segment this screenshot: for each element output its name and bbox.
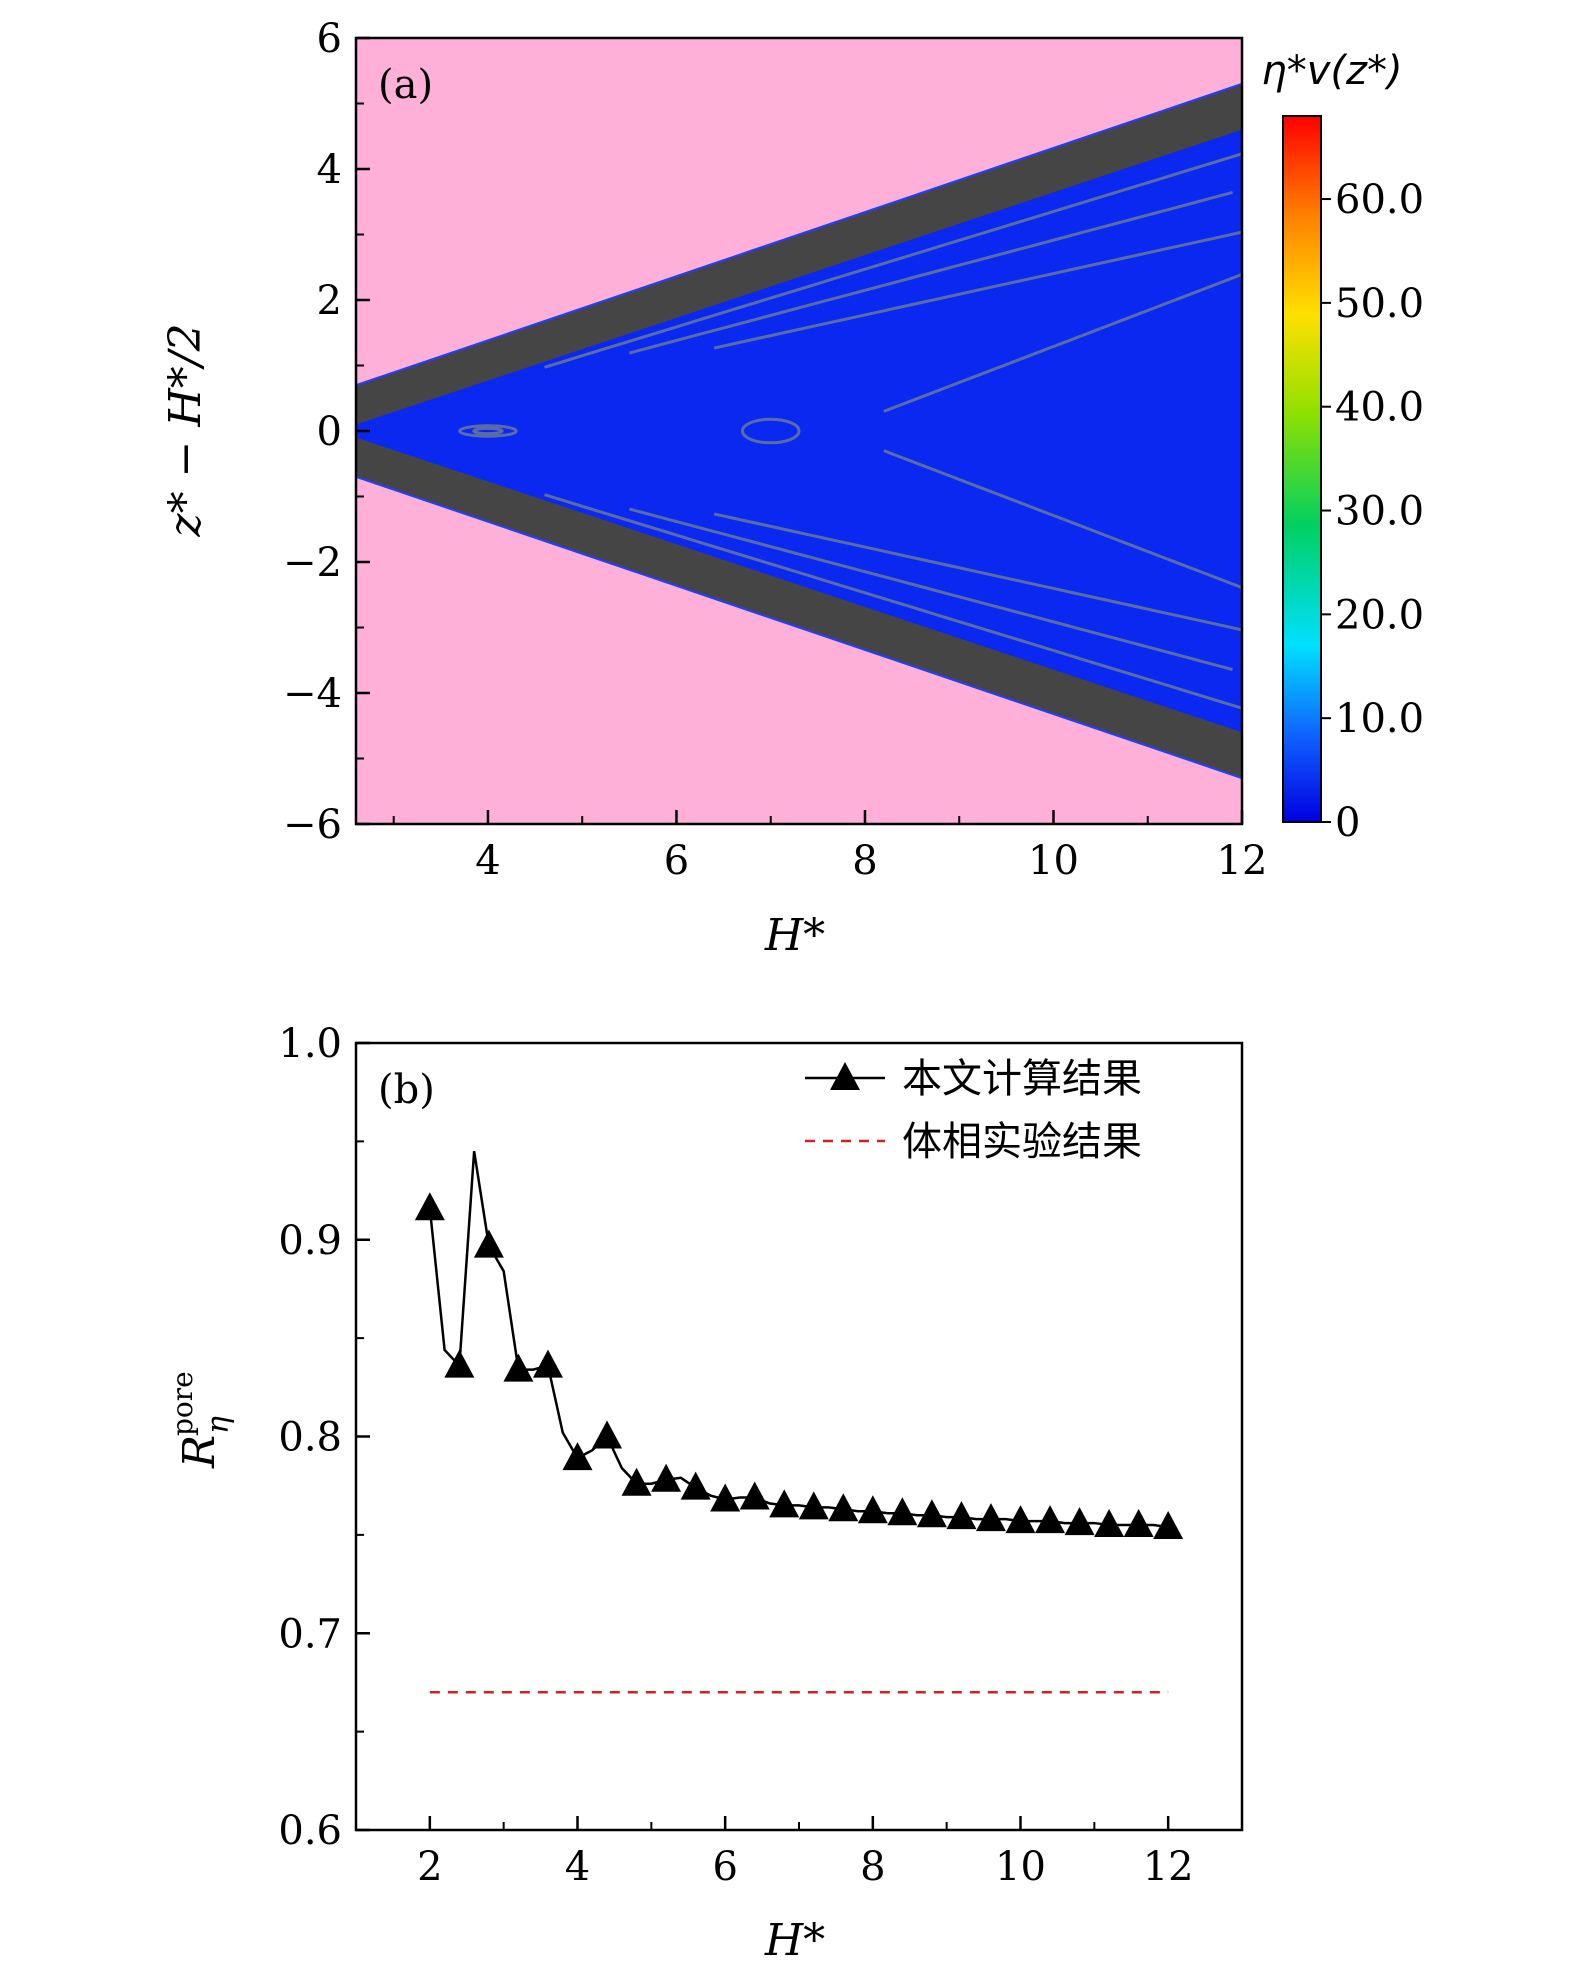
panel-b-y-axis-label: R η pore	[166, 1371, 236, 1469]
data-point-marker	[828, 1493, 859, 1522]
colorbar-tick-label: 20.0	[1335, 592, 1424, 638]
data-point-marker	[946, 1501, 977, 1530]
data-point-marker	[769, 1489, 800, 1518]
panel-b-line-chart: 2 4 6 8 10 12 0.6 0.7 0.8 0.9 1.0 (b) H* R η pore…	[166, 1021, 1244, 1966]
data-point-marker	[739, 1481, 770, 1510]
data-point-marker	[710, 1483, 741, 1512]
data-point-marker	[680, 1471, 711, 1500]
contour-loop	[472, 426, 504, 436]
data-point-marker	[621, 1467, 652, 1496]
x-tick-label: 4	[475, 838, 500, 884]
y-tick-label: 0.6	[278, 1808, 342, 1854]
data-point-marker	[532, 1349, 563, 1378]
data-point-marker	[1123, 1509, 1154, 1538]
x-tick-label: 10	[995, 1844, 1046, 1890]
data-point-marker	[1153, 1511, 1184, 1540]
colorbar-ticks: 0 10.0 20.0 30.0 40.0 50.0 60.0	[1321, 177, 1424, 846]
colorbar-tick-label: 50.0	[1335, 281, 1424, 327]
contour-line	[544, 493, 1242, 710]
x-tick-label: 8	[852, 838, 877, 884]
data-point-marker	[857, 1495, 888, 1524]
contour-loop	[458, 424, 518, 438]
y-tick-label: 0.9	[278, 1218, 342, 1264]
y-tick-label: −4	[283, 671, 342, 717]
data-point-marker	[562, 1442, 593, 1471]
x-tick-label: 4	[565, 1844, 590, 1890]
data-point-marker	[887, 1497, 918, 1526]
contour-line	[883, 449, 1242, 589]
panel-b-frame	[354, 1041, 1244, 1832]
panel-b-y-ticks: 0.6 0.7 0.8 0.9 1.0	[278, 1021, 370, 1854]
y-tick-label: 0	[317, 409, 342, 455]
y-tick-label: 2	[317, 278, 342, 324]
y-tick-label: −2	[283, 540, 342, 586]
panel-a-heatmap: 4 6 8 10 12 6 4 2 0 −2 −4 −6 (a) H* z* − H*/2 η*v(…	[160, 16, 1424, 961]
colorbar-tick-label: 0	[1335, 800, 1360, 846]
heatmap-field	[356, 38, 1242, 824]
y-tick-label: 1.0	[278, 1021, 342, 1067]
x-tick-label: 10	[1028, 838, 1079, 884]
panel-a-x-axis-label: H*	[764, 910, 825, 961]
data-point-marker	[444, 1349, 475, 1378]
legend-label-bulk: 体相实验结果	[902, 1119, 1142, 1165]
panel-b-x-ticks: 2 4 6 8 10 12	[355, 1816, 1243, 1890]
contour-line	[883, 273, 1242, 413]
legend-label-calculated: 本文计算结果	[902, 1056, 1142, 1102]
data-point-marker	[1035, 1505, 1066, 1534]
data-point-marker	[1005, 1505, 1036, 1534]
x-tick-label: 2	[417, 1844, 442, 1890]
legend: 本文计算结果 体相实验结果	[805, 1056, 1142, 1165]
data-point-marker	[1094, 1509, 1125, 1538]
data-point-marker	[473, 1229, 504, 1258]
data-point-marker	[651, 1463, 682, 1492]
data-point-marker	[798, 1491, 829, 1520]
contour-line	[628, 507, 1233, 671]
x-tick-label: 12	[1143, 1844, 1194, 1890]
data-point-marker	[916, 1499, 947, 1528]
y-tick-label: 0.8	[278, 1415, 342, 1461]
colorbar	[1282, 115, 1322, 823]
contour-line	[544, 152, 1242, 369]
contour-line	[628, 191, 1233, 355]
y-label-sup: pore	[166, 1371, 199, 1436]
panel-b-label: (b)	[378, 1067, 435, 1113]
panel-a-y-ticks: 6 4 2 0 −2 −4 −6	[283, 16, 370, 848]
data-point-marker	[414, 1192, 445, 1221]
data-point-marker	[503, 1353, 534, 1382]
heatmap-contours	[458, 152, 1242, 710]
series-calculated-markers	[414, 1192, 1184, 1540]
panel-a-x-ticks: 4 6 8 10 12	[392, 810, 1268, 884]
x-tick-label: 6	[664, 838, 689, 884]
colorbar-tick-label: 10.0	[1335, 696, 1424, 742]
panel-a-y-axis-label: z* − H*/2	[160, 323, 211, 537]
colorbar-tick-label: 60.0	[1335, 177, 1424, 223]
y-label-sub: η	[201, 1416, 236, 1434]
contour-line	[713, 230, 1242, 350]
x-tick-label: 8	[860, 1844, 885, 1890]
colorbar-title: η*v(z*)	[1261, 48, 1402, 94]
colorbar-tick-label: 30.0	[1335, 489, 1424, 535]
x-tick-label: 6	[712, 1844, 737, 1890]
data-point-marker	[592, 1420, 623, 1449]
y-tick-label: 0.7	[278, 1611, 342, 1657]
y-tick-label: 4	[317, 147, 342, 193]
contour-loop	[740, 417, 801, 445]
x-tick-label: 12	[1217, 838, 1268, 884]
y-label-main: R	[174, 1435, 225, 1469]
contour-line	[713, 512, 1242, 632]
colorbar-tick-label: 40.0	[1335, 385, 1424, 431]
panel-a-label: (a)	[378, 62, 433, 108]
y-tick-label: −6	[283, 802, 342, 848]
y-tick-label: 6	[317, 16, 342, 62]
data-point-marker	[1064, 1507, 1095, 1536]
legend-marker-calculated	[830, 1062, 860, 1090]
data-point-marker	[975, 1503, 1006, 1532]
panel-b-x-axis-label: H*	[764, 1915, 825, 1966]
